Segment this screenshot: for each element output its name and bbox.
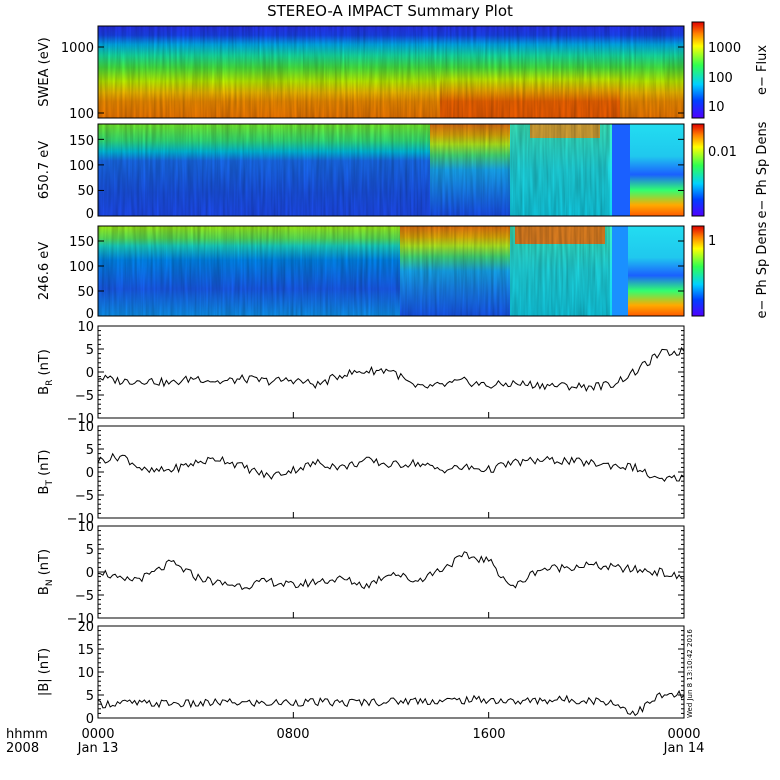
bmag-ylabel: |B| (nT) (37, 648, 52, 696)
line-panels: 10 5 0 −5 −10 BR (nT) 10 5 0 −5 −10 BT (nT) 10 5 0 −5 −1… (37, 320, 685, 727)
bmag-ytick-label: 20 (77, 620, 94, 635)
footer-date-0: Jan 13 (77, 741, 119, 756)
panel-bt: 10 5 0 −5 −10 BT (nT) (37, 420, 685, 527)
pa246-ytick-marks (98, 240, 684, 317)
pa650-frame (97, 123, 685, 217)
bn-ytick-label: −5 (75, 589, 94, 604)
footer-time-0: 0000 (81, 727, 114, 742)
swea-cbar-label: e− Flux (755, 45, 770, 95)
footer-hhmm: hhmm (6, 727, 48, 742)
pa650-ytick-150: 150 (69, 134, 94, 149)
swea-cbar-tick-1000: 1000 (708, 41, 741, 56)
bt-ytick-label: 5 (86, 443, 94, 458)
footer-time-1: 0800 (276, 727, 309, 742)
footer-time-2: 1600 (472, 727, 505, 742)
swea-colorbar (691, 21, 705, 119)
br-ytick-label: 10 (77, 320, 94, 335)
bn-series-line (97, 551, 685, 591)
br-ytick-label: 5 (86, 343, 94, 358)
bn-ytick-label: 0 (86, 566, 94, 581)
panel-pa-650: 150 100 50 0 650.7 eV 0.01 e− Ph Sp Dens (37, 121, 770, 222)
bt-series-line (97, 452, 685, 483)
pa246-ytick-100: 100 (69, 260, 94, 275)
pa650-ytick-marks (98, 138, 684, 217)
bn-ylabel: BN (nT) (37, 549, 55, 595)
pa650-ylabel: 650.7 eV (37, 141, 52, 199)
bmag-ytick-label: 15 (77, 643, 94, 658)
bn-frame (97, 525, 685, 619)
panel-br: 10 5 0 −5 −10 BR (nT) (37, 320, 685, 427)
pa246-texture (98, 226, 610, 316)
pa650-ytick-50: 50 (77, 184, 94, 199)
br-ylabel: BR (nT) (37, 349, 55, 395)
swea-cbar-tick-100: 100 (708, 71, 733, 86)
pa246-ytick-50: 50 (77, 285, 94, 300)
timestamp: Wed Jun 8 13:10:42 2016 (686, 629, 694, 718)
swea-ylabel: SWEA (eV) (37, 37, 52, 106)
figure-title: STEREO-A IMPACT Summary Plot (267, 2, 513, 20)
bt-ytick-label: −10 (67, 512, 94, 527)
bmag-ytick-label: 5 (86, 689, 94, 704)
bmag-frame (97, 625, 685, 719)
footer-time-3: 0000 (667, 727, 700, 742)
swea-ytick-marks (98, 46, 684, 114)
bt-ytick-label: 0 (86, 466, 94, 481)
pa650-ytick-100: 100 (69, 159, 94, 174)
swea-texture (98, 26, 684, 118)
bt-ytick-label: 10 (77, 420, 94, 435)
footer-date-3: Jan 14 (663, 741, 705, 756)
bt-ylabel: BT (nT) (37, 450, 55, 495)
br-series-line (97, 346, 685, 393)
swea-frame (97, 25, 685, 119)
br-ytick-label: 0 (86, 366, 94, 381)
pa650-ytick-0: 0 (86, 207, 94, 222)
br-ytick-label: −5 (75, 389, 94, 404)
br-frame (97, 325, 685, 419)
br-ytick-label: −10 (67, 412, 94, 427)
bmag-ytick-label: 0 (86, 712, 94, 727)
bmag-series-line (97, 689, 685, 717)
swea-cbar-tick-10: 10 (708, 100, 725, 115)
bmag-ytick-label: 10 (77, 666, 94, 681)
bt-frame (97, 425, 685, 519)
bn-ytick-label: 10 (77, 520, 94, 535)
bt-ytick-label: −5 (75, 489, 94, 504)
pa246-ylabel: 246.6 eV (37, 242, 52, 300)
pa246-cbar-label: e− Ph Sp Dens (755, 221, 770, 318)
pa650-texture (98, 124, 610, 216)
pa246-ytick-150: 150 (69, 235, 94, 250)
pa650-cbar-label: e− Ph Sp Dens (755, 121, 770, 218)
pa650-colorbar (691, 123, 705, 217)
panel-pa-246: 150 100 50 0 246.6 eV 1 e− Ph Sp Dens (37, 221, 770, 322)
panel-bmag: 20 15 10 5 0 |B| (nT) (37, 620, 685, 727)
pa650-gap (612, 124, 630, 216)
pa650-end (630, 124, 684, 216)
swea-ytick-1000: 1000 (61, 41, 94, 56)
bn-ytick-label: −10 (67, 612, 94, 627)
pa246-end (628, 226, 684, 316)
pa246-colorbar (691, 225, 705, 317)
bn-ytick-label: 5 (86, 543, 94, 558)
pa246-frame (97, 225, 685, 317)
pa246-gap (612, 226, 628, 316)
swea-ytick-100: 100 (69, 107, 94, 122)
footer-year: 2008 (6, 741, 39, 756)
panel-swea: 1000 100 SWEA (eV) 1000 100 10 e− Flux (37, 21, 770, 122)
pa246-ytick-0: 0 (86, 307, 94, 322)
panel-bn: 10 5 0 −5 −10 BN (nT) (37, 520, 685, 627)
pa246-cbar-tick: 1 (708, 234, 716, 249)
pa650-cbar-tick: 0.01 (708, 145, 737, 160)
